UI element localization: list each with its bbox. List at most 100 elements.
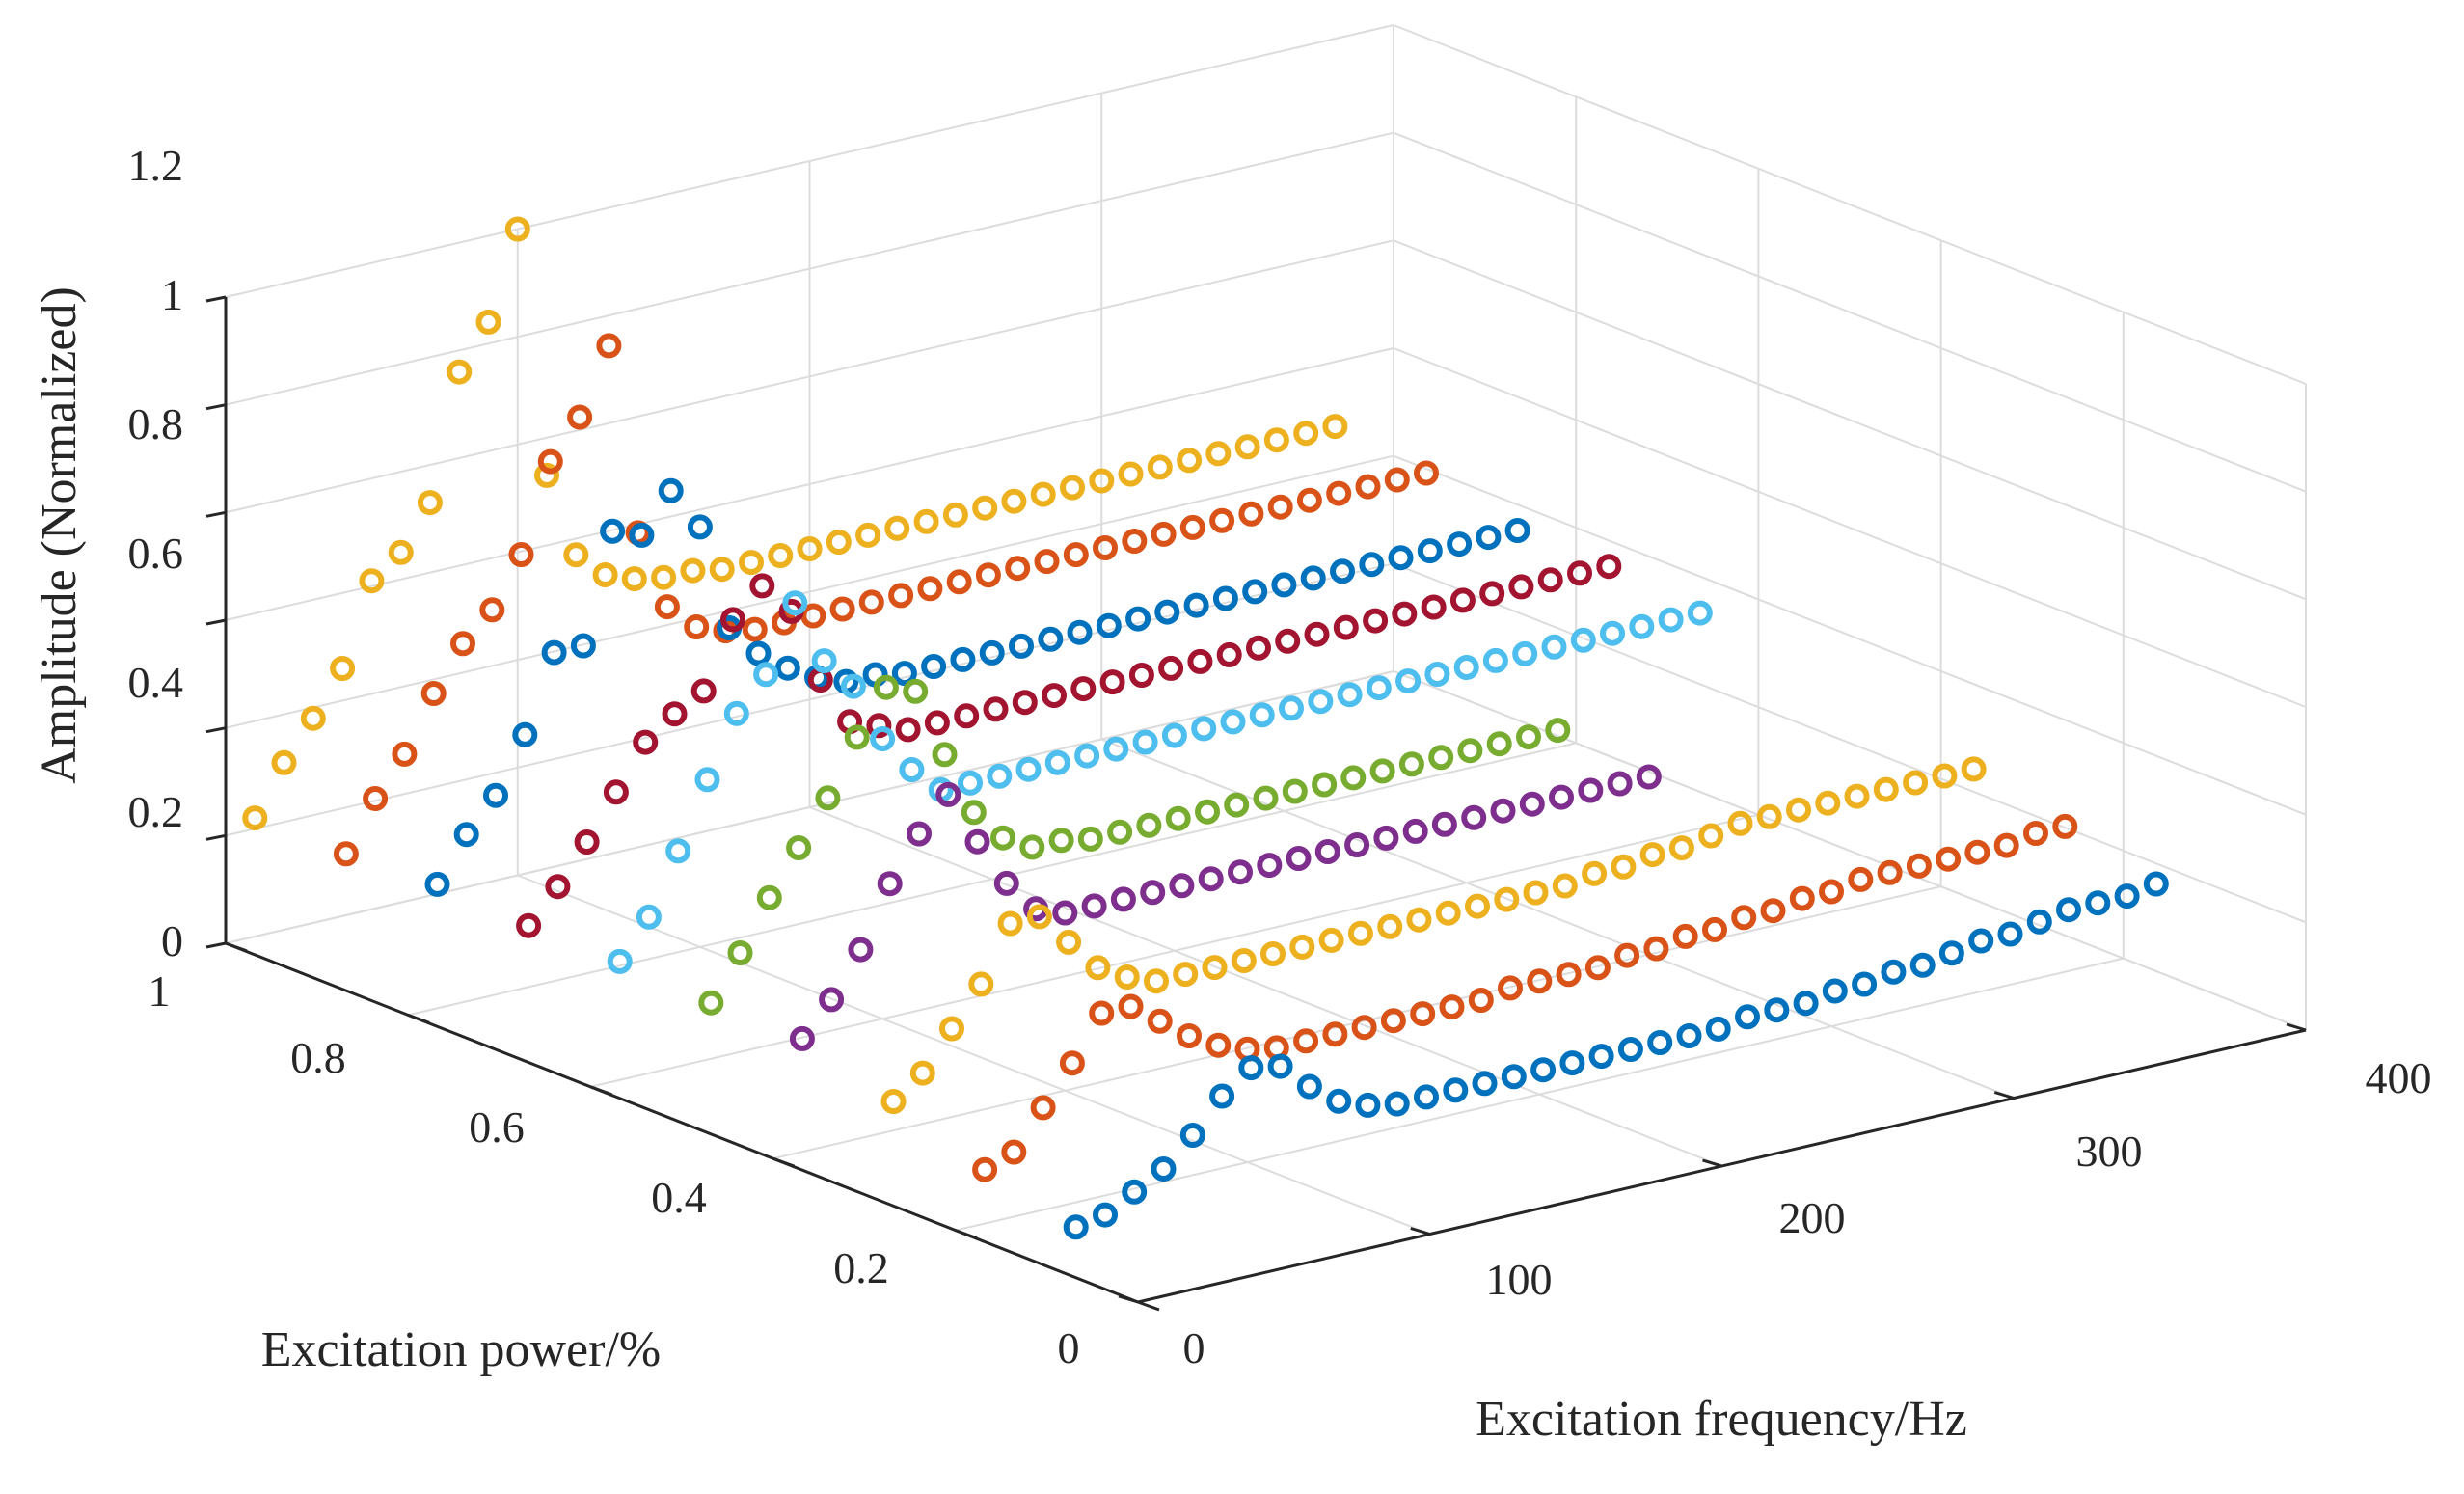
z-tick-mark [205,726,227,734]
z-tick-label: 0.2 [128,787,184,836]
data-point [1545,718,1571,744]
data-point [1308,689,1334,715]
z-tick-label: 1.2 [128,141,184,190]
data-point [979,639,1005,666]
data-point [1096,612,1122,638]
side-wall-grid-line [1393,454,2307,816]
data-point [844,724,870,750]
data-point [1093,535,1118,560]
data-point [1122,529,1148,554]
data-point [1001,1139,1027,1165]
data-point [909,1060,935,1086]
data-point [2085,890,2111,916]
data-point [1435,900,1461,926]
data-point [1231,948,1257,973]
data-point [1815,790,1841,816]
data-point [1512,640,1538,666]
data-point [1030,481,1056,507]
data-point [1676,1023,1702,1048]
data-point [1296,1073,1322,1100]
data-point [1089,1000,1115,1026]
back-wall-grid-line [225,562,1394,837]
x-tick-mark [1702,1158,1722,1168]
data-point [1179,514,1205,540]
data-point [1296,487,1322,513]
data-point [950,646,976,672]
data-point [1063,542,1089,568]
y-tick-mark [225,941,248,953]
data-point [450,631,475,657]
data-point [1089,468,1115,494]
data-point [479,597,505,623]
data-point [1582,860,1608,886]
data-point [888,583,914,609]
x-tick-label: 0 [1183,1323,1205,1372]
data-point [1242,579,1268,605]
data-point [1380,1008,1406,1034]
data-point [1903,770,1929,796]
data-point [1584,955,1611,981]
data-point [447,359,473,385]
data-point [1417,538,1443,564]
data-point [899,757,925,782]
data-point [1216,641,1242,667]
data-point [895,717,921,743]
back-wall-grid-line [225,670,1394,944]
data-point [1012,690,1038,716]
data-point [1030,1095,1056,1121]
data-point [359,568,385,594]
data-point [1128,663,1154,688]
data-point [1048,828,1074,854]
data-point [1125,606,1151,632]
data-point [826,530,852,555]
data-point [1326,1088,1352,1114]
data-point [1822,978,1848,1004]
data-point [2056,897,2081,923]
data-point [388,539,414,565]
data-point [1147,1008,1173,1034]
data-point [1636,764,1662,790]
data-point [424,871,450,897]
data-point [997,910,1023,937]
data-point [687,514,713,540]
data-point [420,681,447,706]
data-point [903,678,929,704]
data-point [1672,923,1698,949]
data-point [698,990,724,1016]
data-point [964,828,990,855]
x-tick-label: 200 [1779,1193,1846,1242]
data-point [1443,1077,1469,1103]
x-tick-mark [1118,1294,1139,1304]
data-point [848,937,874,963]
data-point [1465,893,1490,919]
data-point [1468,988,1494,1013]
data-point [1326,480,1352,506]
data-point [987,763,1013,789]
data-point [1764,997,1790,1023]
data-point [972,1156,998,1182]
data-point [1402,818,1428,844]
data-point [1209,1083,1235,1109]
data-point [993,870,1019,896]
data-point [453,822,479,848]
y-tick-mark [772,1156,796,1168]
data-point [1997,921,2023,947]
data-point [1154,599,1180,625]
side-wall-grid-line [1393,131,2307,493]
data-point [392,741,418,767]
data-point [815,785,841,811]
data-point [1600,620,1625,646]
data-point [633,729,659,755]
data-point [1333,614,1359,640]
data-point [1293,421,1319,447]
series-power-0-7 [516,554,1622,938]
data-point [1461,804,1487,830]
data-point [1549,784,1574,810]
back-wall-grid-line [225,24,1394,298]
data-point [983,696,1009,722]
y-axis-label: Excitation power/% [261,1322,661,1377]
data-point [720,607,745,633]
series-power-0-6 [607,590,1713,974]
data-point [1220,709,1246,735]
